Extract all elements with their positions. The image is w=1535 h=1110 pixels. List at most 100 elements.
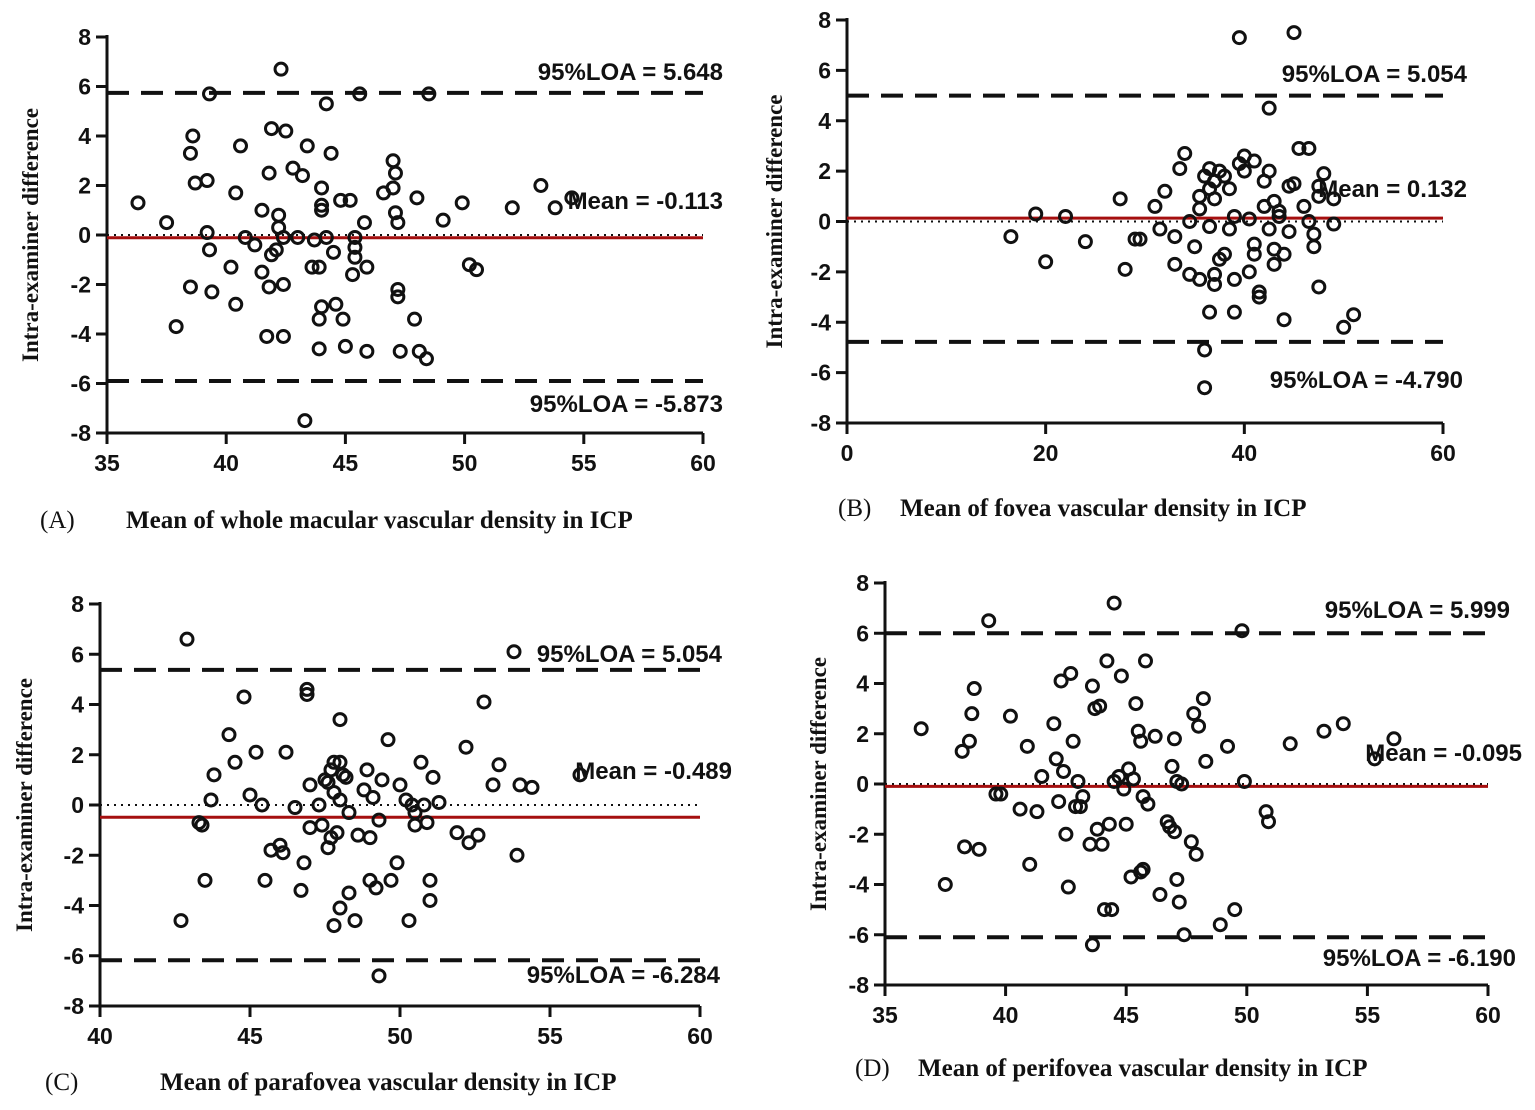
data-point bbox=[1070, 773, 1086, 789]
data-point bbox=[1169, 871, 1185, 887]
data-point bbox=[1003, 229, 1019, 245]
data-point bbox=[476, 694, 492, 710]
panel-letter: (A) bbox=[40, 507, 75, 534]
data-point bbox=[1221, 181, 1237, 197]
x-tick-label: 45 bbox=[1113, 1002, 1139, 1028]
mean-annotation: Mean = -0.095 bbox=[1365, 740, 1522, 767]
data-point bbox=[1113, 668, 1129, 684]
data-point bbox=[1063, 665, 1079, 681]
data-point bbox=[1336, 319, 1352, 335]
upper-annotation: 95%LOA = 5.054 bbox=[1282, 61, 1468, 88]
data-point bbox=[1029, 804, 1045, 820]
data-point bbox=[390, 215, 406, 231]
data-point bbox=[227, 754, 243, 770]
data-point bbox=[1316, 723, 1332, 739]
data-point bbox=[259, 328, 275, 344]
data-point bbox=[326, 754, 342, 770]
data-point bbox=[954, 743, 970, 759]
data-point bbox=[341, 885, 357, 901]
data-point bbox=[1058, 208, 1074, 224]
data-point bbox=[1207, 191, 1223, 207]
data-point bbox=[964, 706, 980, 722]
x-tick-label: 0 bbox=[841, 440, 854, 466]
data-point bbox=[1221, 221, 1237, 237]
data-point bbox=[1167, 229, 1183, 245]
data-point bbox=[1335, 716, 1351, 732]
data-point bbox=[311, 311, 327, 327]
data-point bbox=[299, 138, 315, 154]
data-point bbox=[173, 913, 189, 929]
data-point bbox=[223, 259, 239, 275]
data-point bbox=[299, 681, 315, 697]
data-point bbox=[1226, 208, 1242, 224]
data-point bbox=[1157, 183, 1173, 199]
data-point bbox=[299, 686, 315, 702]
x-tick-label: 60 bbox=[1475, 1002, 1501, 1028]
x-tick-label: 55 bbox=[537, 1023, 563, 1049]
data-point bbox=[228, 296, 244, 312]
data-point bbox=[261, 165, 277, 181]
data-point bbox=[254, 264, 270, 280]
data-point bbox=[328, 296, 344, 312]
data-point bbox=[329, 825, 345, 841]
data-point bbox=[1112, 191, 1128, 207]
data-point bbox=[1077, 234, 1093, 250]
data-point bbox=[275, 277, 291, 292]
panel-b: -8 -6 -4 -2 0 2 4 6 8 0 20 40 60 95%LOA = 5.054 Mean =… bbox=[762, 7, 1468, 522]
data-point bbox=[1002, 708, 1018, 724]
data-point bbox=[359, 343, 375, 359]
data-point bbox=[297, 413, 313, 429]
data-point bbox=[248, 744, 264, 760]
data-point bbox=[287, 800, 303, 816]
data-point bbox=[1183, 834, 1199, 850]
data-point bbox=[418, 351, 434, 367]
data-point bbox=[1046, 716, 1062, 732]
data-point bbox=[311, 797, 327, 813]
data-point bbox=[206, 767, 222, 783]
data-point bbox=[302, 777, 318, 793]
mean-annotation: Mean = 0.132 bbox=[1318, 176, 1467, 203]
data-point bbox=[1191, 718, 1207, 734]
data-point bbox=[325, 244, 341, 260]
panel-letter: (C) bbox=[45, 1069, 78, 1096]
data-point bbox=[159, 215, 175, 231]
data-point bbox=[1197, 380, 1213, 396]
data-point bbox=[1346, 307, 1362, 323]
data-point bbox=[1104, 902, 1120, 918]
data-point bbox=[564, 190, 580, 206]
data-point bbox=[261, 279, 277, 295]
y-tick-label: 0 bbox=[71, 792, 84, 818]
data-point bbox=[1167, 256, 1183, 272]
data-point bbox=[1231, 30, 1247, 46]
data-point bbox=[296, 855, 312, 871]
x-tick-label: 35 bbox=[94, 450, 120, 476]
upper-annotation: 95%LOA = 5.054 bbox=[537, 641, 723, 668]
data-point bbox=[362, 830, 378, 846]
data-point bbox=[368, 880, 384, 896]
data-point bbox=[422, 892, 438, 908]
data-point bbox=[1192, 201, 1208, 217]
data-point bbox=[1128, 696, 1144, 712]
data-point bbox=[392, 777, 408, 793]
data-point bbox=[318, 96, 334, 112]
data-point bbox=[1012, 801, 1028, 817]
data-point bbox=[347, 229, 363, 245]
x-tick-label: 40 bbox=[87, 1023, 113, 1049]
data-point bbox=[1125, 771, 1141, 787]
data-point bbox=[387, 165, 403, 181]
data-point bbox=[337, 338, 353, 354]
data-point bbox=[335, 311, 351, 327]
data-point bbox=[1236, 163, 1252, 179]
data-point bbox=[1187, 239, 1203, 255]
data-point bbox=[318, 229, 334, 245]
data-point bbox=[236, 689, 252, 705]
data-point bbox=[1276, 312, 1292, 328]
data-point bbox=[1234, 623, 1250, 639]
x-axis-label: Mean of perifovea vascular density in IC… bbox=[918, 1055, 1368, 1082]
data-point bbox=[1306, 239, 1322, 255]
data-point bbox=[202, 86, 218, 102]
y-tick-label: -8 bbox=[849, 972, 870, 998]
data-point bbox=[1182, 214, 1198, 229]
data-point bbox=[314, 202, 330, 218]
data-point bbox=[1172, 161, 1188, 177]
